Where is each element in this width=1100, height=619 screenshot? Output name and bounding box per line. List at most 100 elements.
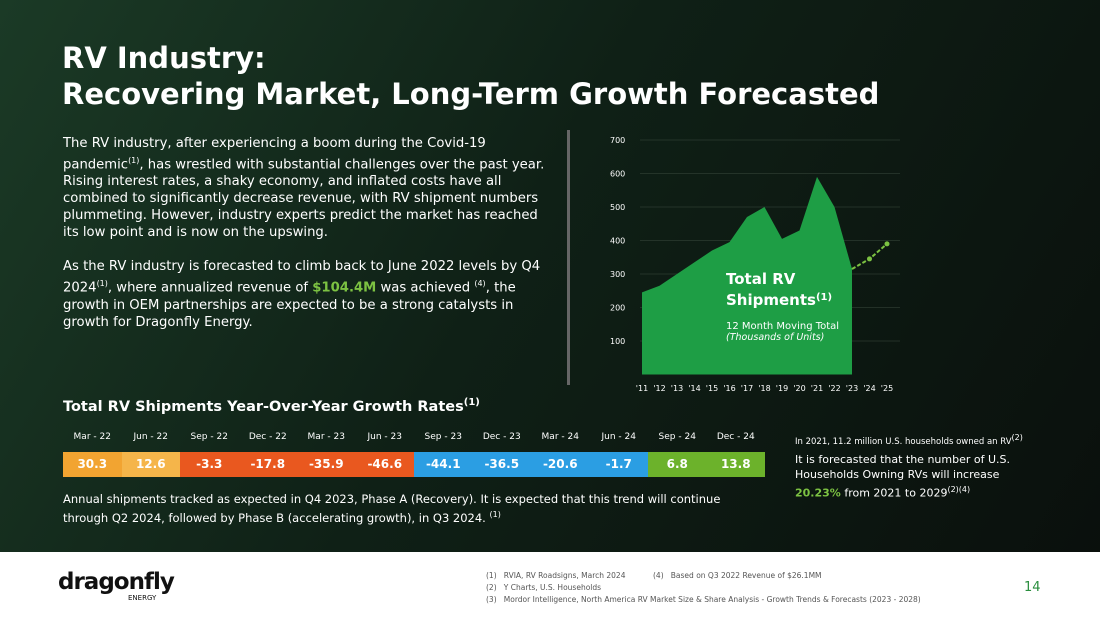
highlight: 20.23% [795,486,841,500]
text: from 2021 to 2029 [840,486,948,500]
x-tick-label: '15 [706,384,718,393]
footnote: (3) Mordor Intelligence, North America R… [486,595,921,604]
area [642,176,852,375]
chart-title: Shipments(1) [726,291,832,309]
text: As the RV industry is forecasted to clim… [63,259,541,296]
sup: (2)(4) [947,485,971,494]
value-cell: 6.8 [648,452,707,477]
fn-text: RVIA, RV Roadsigns, March 2024 [503,571,626,580]
text: , where annualized revenue of [107,280,313,296]
x-tick-label: '23 [846,384,858,393]
x-tick-label: '19 [776,384,788,393]
y-tick-label: 200 [610,304,625,313]
x-tick-label: '25 [881,384,893,393]
header-cell: Dec - 23 [482,432,521,442]
x-tick-label: '22 [828,384,840,393]
text: It is forecasted that the number of U.S.… [795,453,1011,481]
chart-subtitle: (Thousands of Units) [726,332,824,343]
text: Annual shipments tracked as expected in … [63,492,721,525]
side-note: In 2021, 11.2 million U.S. households ow… [795,433,1023,447]
fn-text: Y Charts, U.S. Households [503,583,602,592]
fn-num: (2) [486,583,497,592]
page-number: 14 [1024,580,1041,595]
x-tick-label: '17 [741,384,753,393]
value-cell: 30.3 [63,452,122,477]
text: , has wrestled with substantial challeng… [63,157,545,241]
sup: (1) [128,156,140,165]
y-tick-label: 100 [610,337,625,346]
x-tick-label: '20 [793,384,805,393]
footnote: (4) Based on Q3 2022 Revenue of $26.1MM [653,571,822,580]
sup: (1) [489,510,501,519]
logo: dragonfly [58,569,175,595]
table-note: Annual shipments tracked as expected in … [63,491,763,526]
y-tick-label: 400 [610,237,625,246]
title-line: RV Industry: [62,41,266,75]
sup: (4) [474,279,486,289]
header-cell: Sep - 23 [424,432,462,442]
y-tick-label: 300 [610,270,625,279]
x-tick-label: '12 [653,384,665,393]
value-cell: -44.1 [414,452,473,477]
x-tick-label: '18 [758,384,770,393]
x-tick-label: '14 [688,384,700,393]
header-cell: Jun - 22 [133,432,168,442]
text: was achieved [376,280,475,296]
forecast-point [884,241,890,247]
header-cell: Dec - 24 [716,432,755,442]
footer: dragonfly ENERGY 14 (1) RVIA, RV Roadsig… [0,552,1100,619]
chart: 100 200 300 400 500 600 700 '11 '12 '13 '14 '15 '16 '… [610,136,900,393]
header-cell: Mar - 23 [307,432,345,442]
value-cell: -36.5 [472,452,531,477]
value-cell: -20.6 [531,452,590,477]
value-cell: 12.6 [121,452,180,477]
logo-sub: ENERGY [128,594,157,602]
fn-text: Based on Q3 2022 Revenue of $26.1MM [670,571,822,580]
side-forecast: It is forecasted that the number of U.S.… [795,452,1035,501]
value-cell: -3.3 [180,452,239,477]
value-cell: -17.8 [238,452,297,477]
x-tick-label: '13 [671,384,683,393]
title-line: Recovering Market, Long-Term Growth Fore… [62,77,880,111]
chart-subtitle: 12 Month Moving Total [726,321,839,332]
y-tick-label: 500 [610,203,625,212]
chart-title-sup: (1) [816,292,832,303]
footnote: (2) Y Charts, U.S. Households [486,583,601,592]
sup: (1) [96,279,108,289]
x-tick-label: '11 [636,384,648,393]
value-cell: -46.6 [355,452,414,477]
chart-title: Total RV [726,270,796,288]
header-cell: Jun - 24 [601,432,636,442]
header-cell: Mar - 22 [73,432,111,442]
header-cell: Sep - 22 [190,432,228,442]
table-title: Total RV Shipments Year-Over-Year Growth… [63,397,480,415]
value-cell: -35.9 [297,452,356,477]
forecast-point [867,256,872,262]
paragraph: As the RV industry is forecasted to clim… [63,258,548,330]
header-cell: Jun - 23 [367,432,402,442]
body: The RV industry, after experiencing a bo… [63,135,548,331]
fn-num: (1) [486,571,497,580]
title: RV Industry: Recovering Market, Long-Ter… [62,40,879,112]
fn-num: (4) [653,571,664,580]
forecast-line [851,243,888,270]
sup: (2) [1011,433,1023,442]
y-tick-label: 700 [610,136,625,145]
y-tick-label: 600 [610,170,625,179]
value-cell: 13.8 [706,452,765,477]
divider [567,130,570,385]
x-tick-label: '24 [863,384,875,393]
header-cell: Dec - 22 [248,432,287,442]
value-cell: -1.7 [589,452,648,477]
header-cell: Sep - 24 [658,432,696,442]
footnote: (1) RVIA, RV Roadsigns, March 2024 [486,571,625,580]
x-tick-label: '16 [723,384,735,393]
text: The RV industry, after experiencing a bo… [63,136,486,173]
paragraph: The RV industry, after experiencing a bo… [63,135,548,241]
text: , the growth in OEM partnerships are exp… [63,280,516,330]
text: In 2021, 11.2 million U.S. households ow… [795,436,1012,447]
header-cell: Mar - 24 [541,432,579,442]
sup: (1) [463,397,480,408]
x-tick-label: '21 [811,384,823,393]
